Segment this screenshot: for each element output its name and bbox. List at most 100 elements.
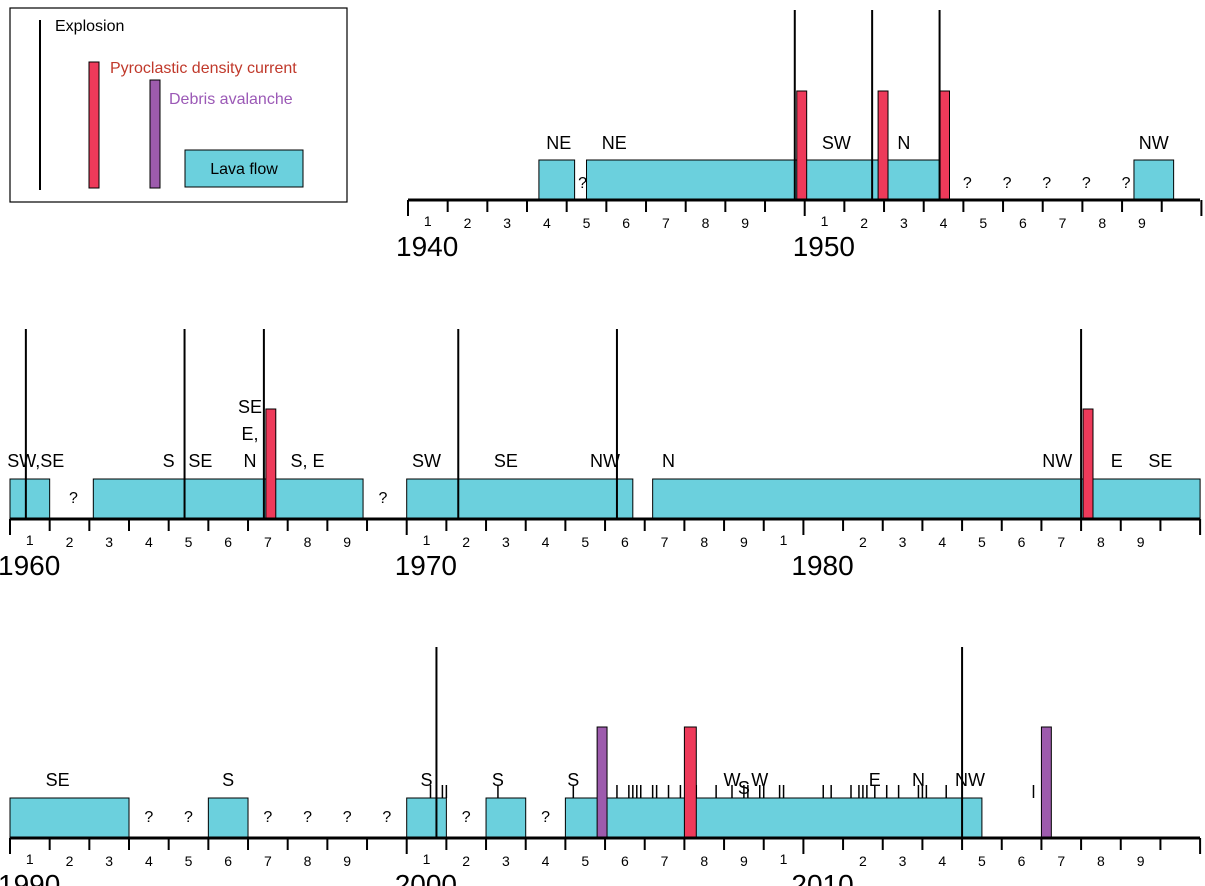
pdc-bar xyxy=(796,90,808,201)
decade-label: 1940 xyxy=(396,231,458,262)
year-digit: 2 xyxy=(66,534,74,550)
legend-pdc-symbol xyxy=(88,61,100,189)
year-digit: 3 xyxy=(105,853,113,869)
direction-label: SE xyxy=(1148,451,1172,471)
direction-label: SE xyxy=(238,397,262,417)
unknown-activity-mark: ? xyxy=(1082,175,1091,192)
unknown-activity-mark: ? xyxy=(263,809,272,826)
unknown-activity-mark: ? xyxy=(1003,175,1012,192)
unknown-activity-mark: ? xyxy=(303,809,312,826)
year-digit: 6 xyxy=(621,853,629,869)
year-digit: 1 xyxy=(780,532,788,548)
lava-flow-bar xyxy=(406,797,447,839)
lava-flow-bar xyxy=(564,797,983,839)
debris-avalanche-bar xyxy=(1040,726,1052,839)
year-digit: 7 xyxy=(1059,215,1067,231)
year-digit: 4 xyxy=(938,853,946,869)
direction-label: NW xyxy=(590,451,620,471)
direction-label: S xyxy=(222,770,234,790)
year-digit: 6 xyxy=(1019,215,1027,231)
unknown-activity-mark: ? xyxy=(184,809,193,826)
direction-label: S, E xyxy=(291,451,325,471)
year-digit: 3 xyxy=(503,215,511,231)
unknown-activity-mark: ? xyxy=(1042,175,1051,192)
year-digit: 6 xyxy=(1018,853,1026,869)
year-digit: 4 xyxy=(938,534,946,550)
decade-label: 2000 xyxy=(395,869,457,886)
year-digit: 5 xyxy=(581,534,589,550)
direction-label: E, xyxy=(241,424,258,444)
direction-label: SE xyxy=(188,451,212,471)
direction-label: NE xyxy=(546,133,571,153)
year-digit: 1 xyxy=(423,851,431,867)
year-digit: 8 xyxy=(700,534,708,550)
year-digit: 8 xyxy=(1098,215,1106,231)
year-digit: 8 xyxy=(700,853,708,869)
lava-flow-bar xyxy=(9,478,51,520)
unknown-activity-mark: ? xyxy=(963,175,972,192)
year-digit: 8 xyxy=(1097,853,1105,869)
direction-label: S xyxy=(492,770,504,790)
year-digit: 6 xyxy=(621,534,629,550)
year-digit: 9 xyxy=(1137,853,1145,869)
direction-label: N xyxy=(244,451,257,471)
unknown-activity-mark: ? xyxy=(343,809,352,826)
direction-label: SW,SE xyxy=(7,451,64,471)
direction-label: E xyxy=(869,770,881,790)
year-digit: 2 xyxy=(859,853,867,869)
lava-flow-bar xyxy=(92,478,364,520)
direction-label: NW xyxy=(1042,451,1072,471)
decade-label: 1990 xyxy=(0,869,60,886)
legend-debris-label: Debris avalanche xyxy=(169,91,293,108)
year-digit: 9 xyxy=(343,534,351,550)
unknown-activity-mark: ? xyxy=(578,175,587,192)
unknown-activity-mark: ? xyxy=(1122,175,1131,192)
year-digit: 1 xyxy=(780,851,788,867)
year-digit: 3 xyxy=(899,534,907,550)
year-digit: 1 xyxy=(26,851,34,867)
year-digit: 9 xyxy=(740,534,748,550)
legend-lava-symbol xyxy=(184,149,304,188)
lava-flow-bar xyxy=(538,159,576,201)
year-digit: 6 xyxy=(224,853,232,869)
year-digit: 3 xyxy=(502,534,510,550)
decade-label: 1950 xyxy=(793,231,855,262)
year-digit: 5 xyxy=(185,534,193,550)
year-digit: 6 xyxy=(1018,534,1026,550)
pdc-bar xyxy=(265,408,277,520)
pdc-bar xyxy=(939,90,950,201)
year-digit: 4 xyxy=(542,534,550,550)
year-digit: 8 xyxy=(304,853,312,869)
unknown-activity-mark: ? xyxy=(144,809,153,826)
year-digit: 5 xyxy=(583,215,591,231)
year-digit: 2 xyxy=(464,215,472,231)
decade-label: 2010 xyxy=(791,869,853,886)
year-digit: 1 xyxy=(26,532,34,548)
year-digit: 2 xyxy=(859,534,867,550)
year-digit: 8 xyxy=(304,534,312,550)
direction-label: NW xyxy=(955,770,985,790)
year-digit: 5 xyxy=(979,215,987,231)
direction-label: W xyxy=(751,770,768,790)
unknown-activity-mark: ? xyxy=(462,809,471,826)
direction-label: W xyxy=(723,770,740,790)
year-digit: 3 xyxy=(899,853,907,869)
direction-label: E xyxy=(1111,451,1123,471)
unknown-activity-mark: ? xyxy=(378,490,387,507)
year-digit: 7 xyxy=(264,534,272,550)
lava-flow-bar xyxy=(207,797,249,839)
direction-label: SE xyxy=(46,770,70,790)
year-digit: 4 xyxy=(543,215,551,231)
direction-label: N xyxy=(912,770,925,790)
year-digit: 7 xyxy=(662,215,670,231)
year-digit: 6 xyxy=(622,215,630,231)
year-digit: 4 xyxy=(940,215,948,231)
year-digit: 5 xyxy=(581,853,589,869)
lava-flow-bar xyxy=(652,478,1201,520)
year-digit: 5 xyxy=(185,853,193,869)
direction-label: NW xyxy=(1139,133,1169,153)
decade-label: 1980 xyxy=(791,550,853,581)
direction-label: S xyxy=(738,778,750,798)
legend-explosion-label: Explosion xyxy=(55,18,124,35)
